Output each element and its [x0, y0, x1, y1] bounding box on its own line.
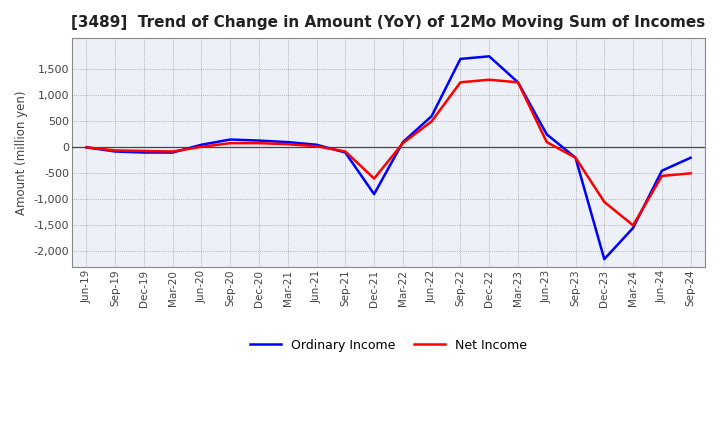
- Ordinary Income: [82, 145, 91, 150]
- Ordinary Income: [312, 142, 321, 147]
- Net Income: [312, 143, 321, 149]
- Ordinary Income: [542, 132, 551, 137]
- Ordinary Income: [657, 168, 666, 173]
- Net Income: [513, 80, 522, 85]
- Legend: Ordinary Income, Net Income: Ordinary Income, Net Income: [245, 334, 532, 357]
- Ordinary Income: [456, 56, 464, 62]
- Net Income: [542, 139, 551, 145]
- Y-axis label: Amount (million yen): Amount (million yen): [15, 90, 28, 215]
- Ordinary Income: [341, 150, 350, 155]
- Net Income: [485, 77, 493, 82]
- Net Income: [686, 171, 695, 176]
- Net Income: [629, 223, 637, 228]
- Net Income: [428, 119, 436, 124]
- Ordinary Income: [284, 139, 292, 145]
- Net Income: [600, 199, 608, 205]
- Ordinary Income: [140, 150, 148, 155]
- Title: [3489]  Trend of Change in Amount (YoY) of 12Mo Moving Sum of Incomes: [3489] Trend of Change in Amount (YoY) o…: [71, 15, 706, 30]
- Net Income: [82, 145, 91, 150]
- Net Income: [341, 149, 350, 154]
- Ordinary Income: [370, 191, 379, 197]
- Net Income: [284, 142, 292, 147]
- Net Income: [255, 140, 264, 146]
- Ordinary Income: [686, 155, 695, 160]
- Ordinary Income: [111, 149, 120, 154]
- Net Income: [111, 148, 120, 153]
- Net Income: [456, 80, 464, 85]
- Ordinary Income: [428, 114, 436, 119]
- Ordinary Income: [513, 80, 522, 85]
- Ordinary Income: [255, 138, 264, 143]
- Net Income: [226, 140, 235, 146]
- Net Income: [571, 155, 580, 160]
- Ordinary Income: [168, 150, 177, 155]
- Net Income: [140, 148, 148, 154]
- Ordinary Income: [600, 257, 608, 262]
- Net Income: [657, 173, 666, 179]
- Ordinary Income: [197, 142, 206, 147]
- Net Income: [168, 149, 177, 154]
- Line: Net Income: Net Income: [86, 80, 690, 225]
- Net Income: [399, 140, 408, 146]
- Ordinary Income: [571, 155, 580, 160]
- Ordinary Income: [629, 225, 637, 231]
- Net Income: [197, 144, 206, 150]
- Ordinary Income: [485, 54, 493, 59]
- Ordinary Income: [399, 139, 408, 145]
- Ordinary Income: [226, 137, 235, 142]
- Line: Ordinary Income: Ordinary Income: [86, 56, 690, 259]
- Net Income: [370, 176, 379, 181]
